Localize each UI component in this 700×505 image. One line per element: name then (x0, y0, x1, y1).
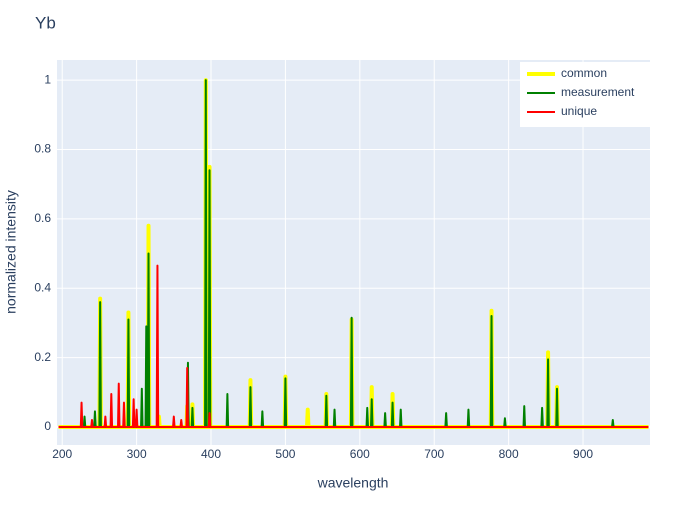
x-tick-label: 400 (201, 447, 221, 461)
x-axis-title: wavelength (317, 475, 389, 491)
y-axis-title: normalized intensity (3, 190, 19, 314)
y-tick-label: 0.6 (34, 211, 51, 225)
y-tick-label: 0 (44, 419, 51, 433)
legend-label: unique (561, 104, 597, 118)
chart-title: Yb (35, 13, 56, 32)
x-tick-label: 600 (350, 447, 370, 461)
y-tick-label: 0.4 (34, 280, 51, 294)
x-tick-label: 300 (127, 447, 147, 461)
legend-label: common (561, 66, 607, 80)
legend-label: measurement (561, 85, 635, 99)
x-tick-label: 200 (52, 447, 72, 461)
y-tick-label: 1 (44, 72, 51, 86)
y-tick-label: 0.2 (34, 350, 51, 364)
x-tick-label: 800 (499, 447, 519, 461)
x-tick-label: 700 (424, 447, 444, 461)
series-line (58, 264, 649, 428)
x-tick-label: 900 (573, 447, 593, 461)
y-tick-label: 0.8 (34, 142, 51, 156)
x-tick-label: 500 (275, 447, 295, 461)
